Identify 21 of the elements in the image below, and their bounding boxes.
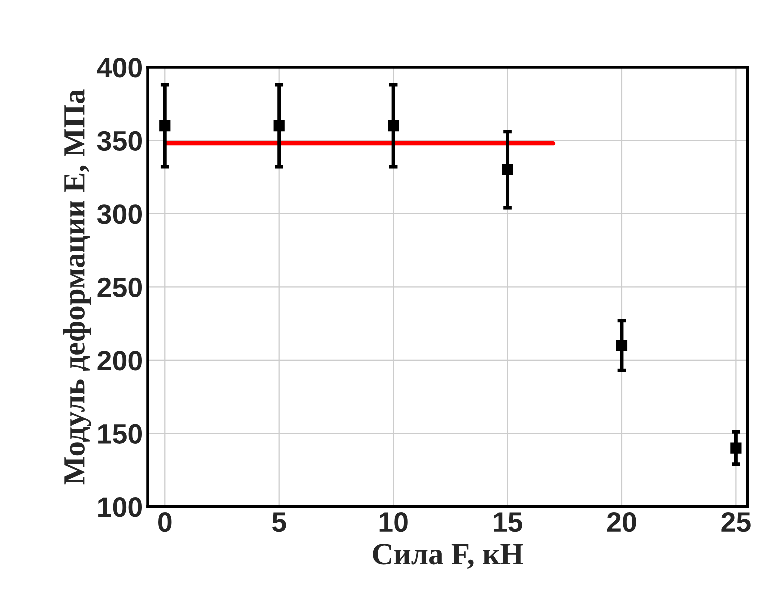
x-tick-label: 15 [494,512,522,532]
y-axis-title: Модуль деформации E, МПа [63,90,92,485]
y-tick-label: 200 [98,351,142,371]
point [616,340,628,352]
point [502,164,514,176]
y-tick-label: 300 [97,204,142,224]
y-tick-label: 250 [98,278,142,298]
point [730,442,742,454]
y-tick-label: 100 [98,498,142,518]
y-tick-label: 350 [97,131,142,152]
x-tick-label: 10 [380,512,408,532]
y-tick-label: 400 [97,58,142,78]
point [388,120,400,132]
x-tick-label: 25 [722,512,751,532]
x-tick-label: 20 [608,512,636,532]
y-tick-label: 150 [98,424,142,444]
x-tick-label: 5 [272,512,286,532]
point [274,120,285,132]
point [160,120,171,132]
x-tick-label: 0 [158,512,172,532]
x-axis-title: Сила F, кН [373,544,524,570]
